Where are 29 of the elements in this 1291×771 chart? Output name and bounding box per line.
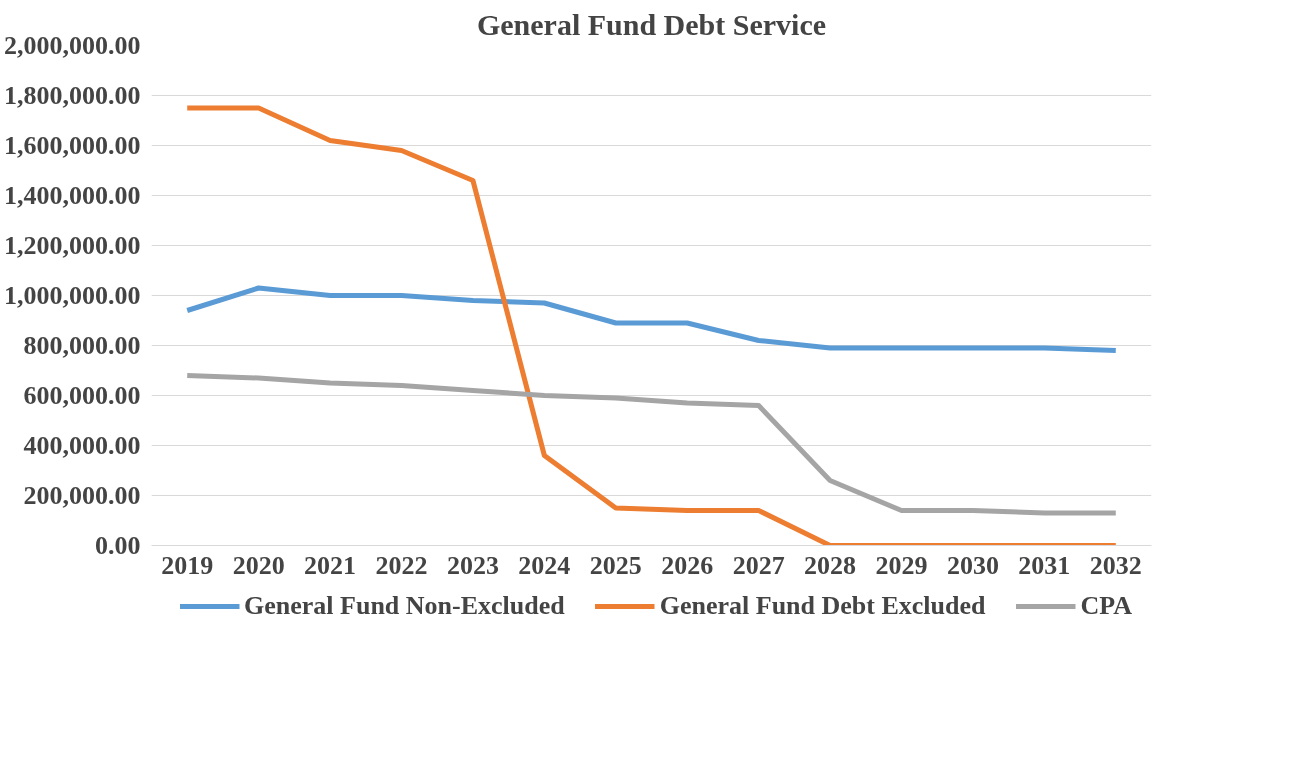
legend-label: CPA xyxy=(1080,591,1132,621)
x-tick-label: 2020 xyxy=(232,550,285,580)
x-tick-label: 2022 xyxy=(375,550,428,580)
y-tick-label: 0.00 xyxy=(95,531,141,560)
x-tick-label: 2021 xyxy=(304,550,357,580)
x-tick-label: 2031 xyxy=(1018,550,1071,580)
x-tick-label: 2029 xyxy=(875,550,928,580)
y-tick-label: 1,200,000.00 xyxy=(4,231,141,260)
y-tick-label: 400,000.00 xyxy=(23,431,141,460)
x-tick-label: 2027 xyxy=(732,550,785,580)
legend-label: General Fund Non-Excluded xyxy=(244,591,565,621)
y-tick-label: 2,000,000.00 xyxy=(4,31,141,60)
x-tick-label: 2026 xyxy=(661,550,714,580)
y-tick-label: 200,000.00 xyxy=(23,481,141,510)
y-tick-label: 1,600,000.00 xyxy=(4,131,141,160)
chart-title: General Fund Debt Service xyxy=(476,7,827,41)
x-tick-label: 2019 xyxy=(161,550,214,580)
y-tick-label: 1,800,000.00 xyxy=(4,81,141,110)
x-tick-label: 2025 xyxy=(589,550,642,580)
y-tick-label: 1,400,000.00 xyxy=(4,181,141,210)
x-tick-label: 2023 xyxy=(446,550,499,580)
x-tick-label: 2024 xyxy=(518,550,571,580)
x-tick-label: 2030 xyxy=(946,550,999,580)
y-tick-label: 800,000.00 xyxy=(23,331,141,360)
y-tick-label: 600,000.00 xyxy=(23,381,141,410)
x-tick-label: 2028 xyxy=(804,550,857,580)
y-tick-label: 1,000,000.00 xyxy=(4,281,141,310)
legend-label: General Fund Debt Excluded xyxy=(659,591,986,621)
x-tick-label: 2032 xyxy=(1089,550,1142,580)
